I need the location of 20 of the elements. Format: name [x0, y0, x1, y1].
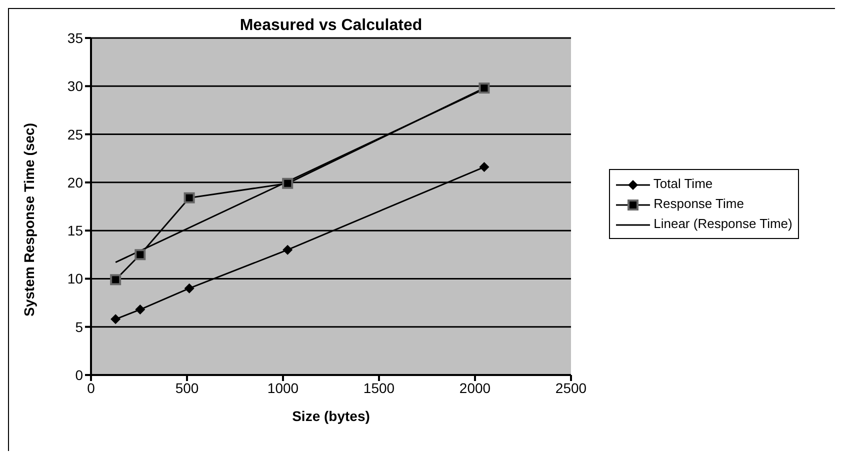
- chart-title: Measured vs Calculated: [238, 17, 424, 35]
- y-tick-label: 20: [67, 174, 84, 190]
- x-axis-title: Size (bytes): [292, 408, 370, 424]
- y-tick-label: 35: [67, 30, 84, 46]
- y-tick-label: 5: [75, 318, 84, 335]
- y-axis-title: System Response Time (sec): [20, 123, 37, 316]
- y-tick-label: 15: [67, 222, 84, 239]
- legend-label: Linear (Response Time): [654, 216, 792, 231]
- legend-label: Total Time: [653, 176, 713, 191]
- x-tick-label: 0: [87, 380, 96, 396]
- x-tick-label: 500: [175, 380, 199, 396]
- x-tick-label: 1500: [363, 380, 395, 396]
- x-tick-label: 2000: [459, 380, 491, 396]
- x-tick-label: 1000: [267, 380, 299, 396]
- y-tick-label: 25: [67, 126, 84, 142]
- y-tick-label: 10: [67, 270, 84, 287]
- legend-label: Response Time: [654, 196, 744, 211]
- x-tick-label: 2500: [555, 380, 587, 396]
- y-tick-label: 30: [67, 78, 84, 94]
- y-tick-label: 0: [75, 366, 84, 383]
